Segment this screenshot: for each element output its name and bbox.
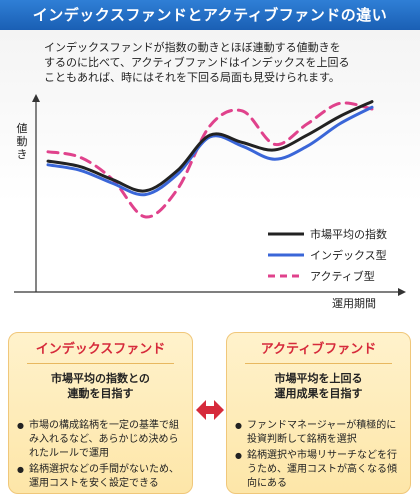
series-line-2 [46,101,374,219]
chart-panel: インデックスファンドが指数の動きとほぼ連動する値動きを するのに比べて、アクティ… [0,30,420,318]
page-title: インデックスファンドとアクティブファンドの違い [0,0,420,30]
legend-swatch-active [268,274,304,277]
divider [245,363,392,364]
intro-line: するのに比べて、アクティブファンドはインデックスを上回る [44,56,350,69]
card-heading-line: 運用成果を目指す [274,387,363,400]
card-heading: 市場平均を上回る 運用成果を目指す [233,371,404,401]
legend-swatch-index [268,253,304,256]
active-fund-card: アクティブファンド 市場平均を上回る 運用成果を目指す ファンドマネージャーが積… [226,332,411,494]
list-item: 銘柄選択や市場リサーチなどを行うため、運用コストが高くなる傾向にある [235,449,404,491]
legend-label: インデックス型 [310,248,387,262]
intro-line: こともあれば、時にはそれを下回る局面も見受けられます。 [44,71,340,84]
card-heading-line: 連動を目指す [67,387,134,400]
intro-text: インデックスファンドが指数の動きとほぼ連動する値動きを するのに比べて、アクティ… [44,40,394,85]
y-axis-label: 値動き [16,122,28,161]
card-title: アクティブファンド [260,342,377,357]
x-axis-label: 運用期間 [332,297,376,310]
line-chart [14,94,406,296]
x-axis-arrowhead [398,288,406,296]
card-bullets: ファンドマネージャーが積極的に投資判断して銘柄を選択 銘柄選択や市場リサーチなど… [235,419,404,493]
index-fund-card: インデックスファンド 市場平均の指数との 連動を目指す 市場の構成銘柄を一定の基… [8,332,193,494]
card-title: インデックスファンド [35,342,166,357]
comparison-section: インデックスファンド 市場平均の指数との 連動を目指す 市場の構成銘柄を一定の基… [0,318,420,500]
series-line-1 [46,105,374,197]
legend-label: アクティブ型 [310,269,375,283]
legend-item: アクティブ型 [268,265,387,286]
list-item: ファンドマネージャーが積極的に投資判断して銘柄を選択 [235,419,404,447]
card-bullets: 市場の構成銘柄を一定の基準で組み入れるなど、あらかじめ決められたルールで運用 銘… [17,419,186,493]
legend: 市場平均の指数 インデックス型 アクティブ型 [268,223,387,286]
legend-item: 市場平均の指数 [268,223,387,244]
double-arrow-icon [196,400,224,420]
series-line-0 [46,100,374,193]
intro-line: インデックスファンドが指数の動きとほぼ連動する値動きを [44,41,341,54]
list-item: 銘柄選択などの手間がないため、運用コストを安く設定できる [17,463,186,491]
card-heading-line: 市場平均を上回る [274,372,363,385]
legend-item: インデックス型 [268,244,387,265]
y-axis-arrowhead [32,94,40,102]
card-heading-line: 市場平均の指数との [51,372,150,385]
divider [27,363,174,364]
legend-swatch-market [268,232,304,235]
legend-label: 市場平均の指数 [310,227,387,241]
list-item: 市場の構成銘柄を一定の基準で組み入れるなど、あらかじめ決められたルールで運用 [17,419,186,461]
card-heading: 市場平均の指数との 連動を目指す [15,371,186,401]
